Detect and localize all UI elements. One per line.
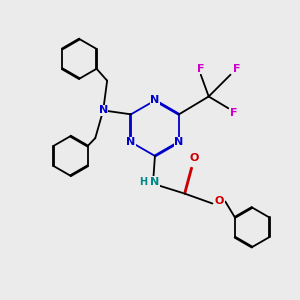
Text: N: N <box>150 95 160 106</box>
Text: N: N <box>150 177 160 187</box>
Text: N: N <box>99 105 108 116</box>
Text: N: N <box>174 137 184 147</box>
Text: F: F <box>197 64 205 74</box>
Text: H: H <box>139 177 147 187</box>
Text: O: O <box>215 196 224 206</box>
Text: N: N <box>126 137 136 147</box>
Text: F: F <box>233 64 240 74</box>
Text: O: O <box>190 153 199 163</box>
Text: F: F <box>230 108 237 118</box>
